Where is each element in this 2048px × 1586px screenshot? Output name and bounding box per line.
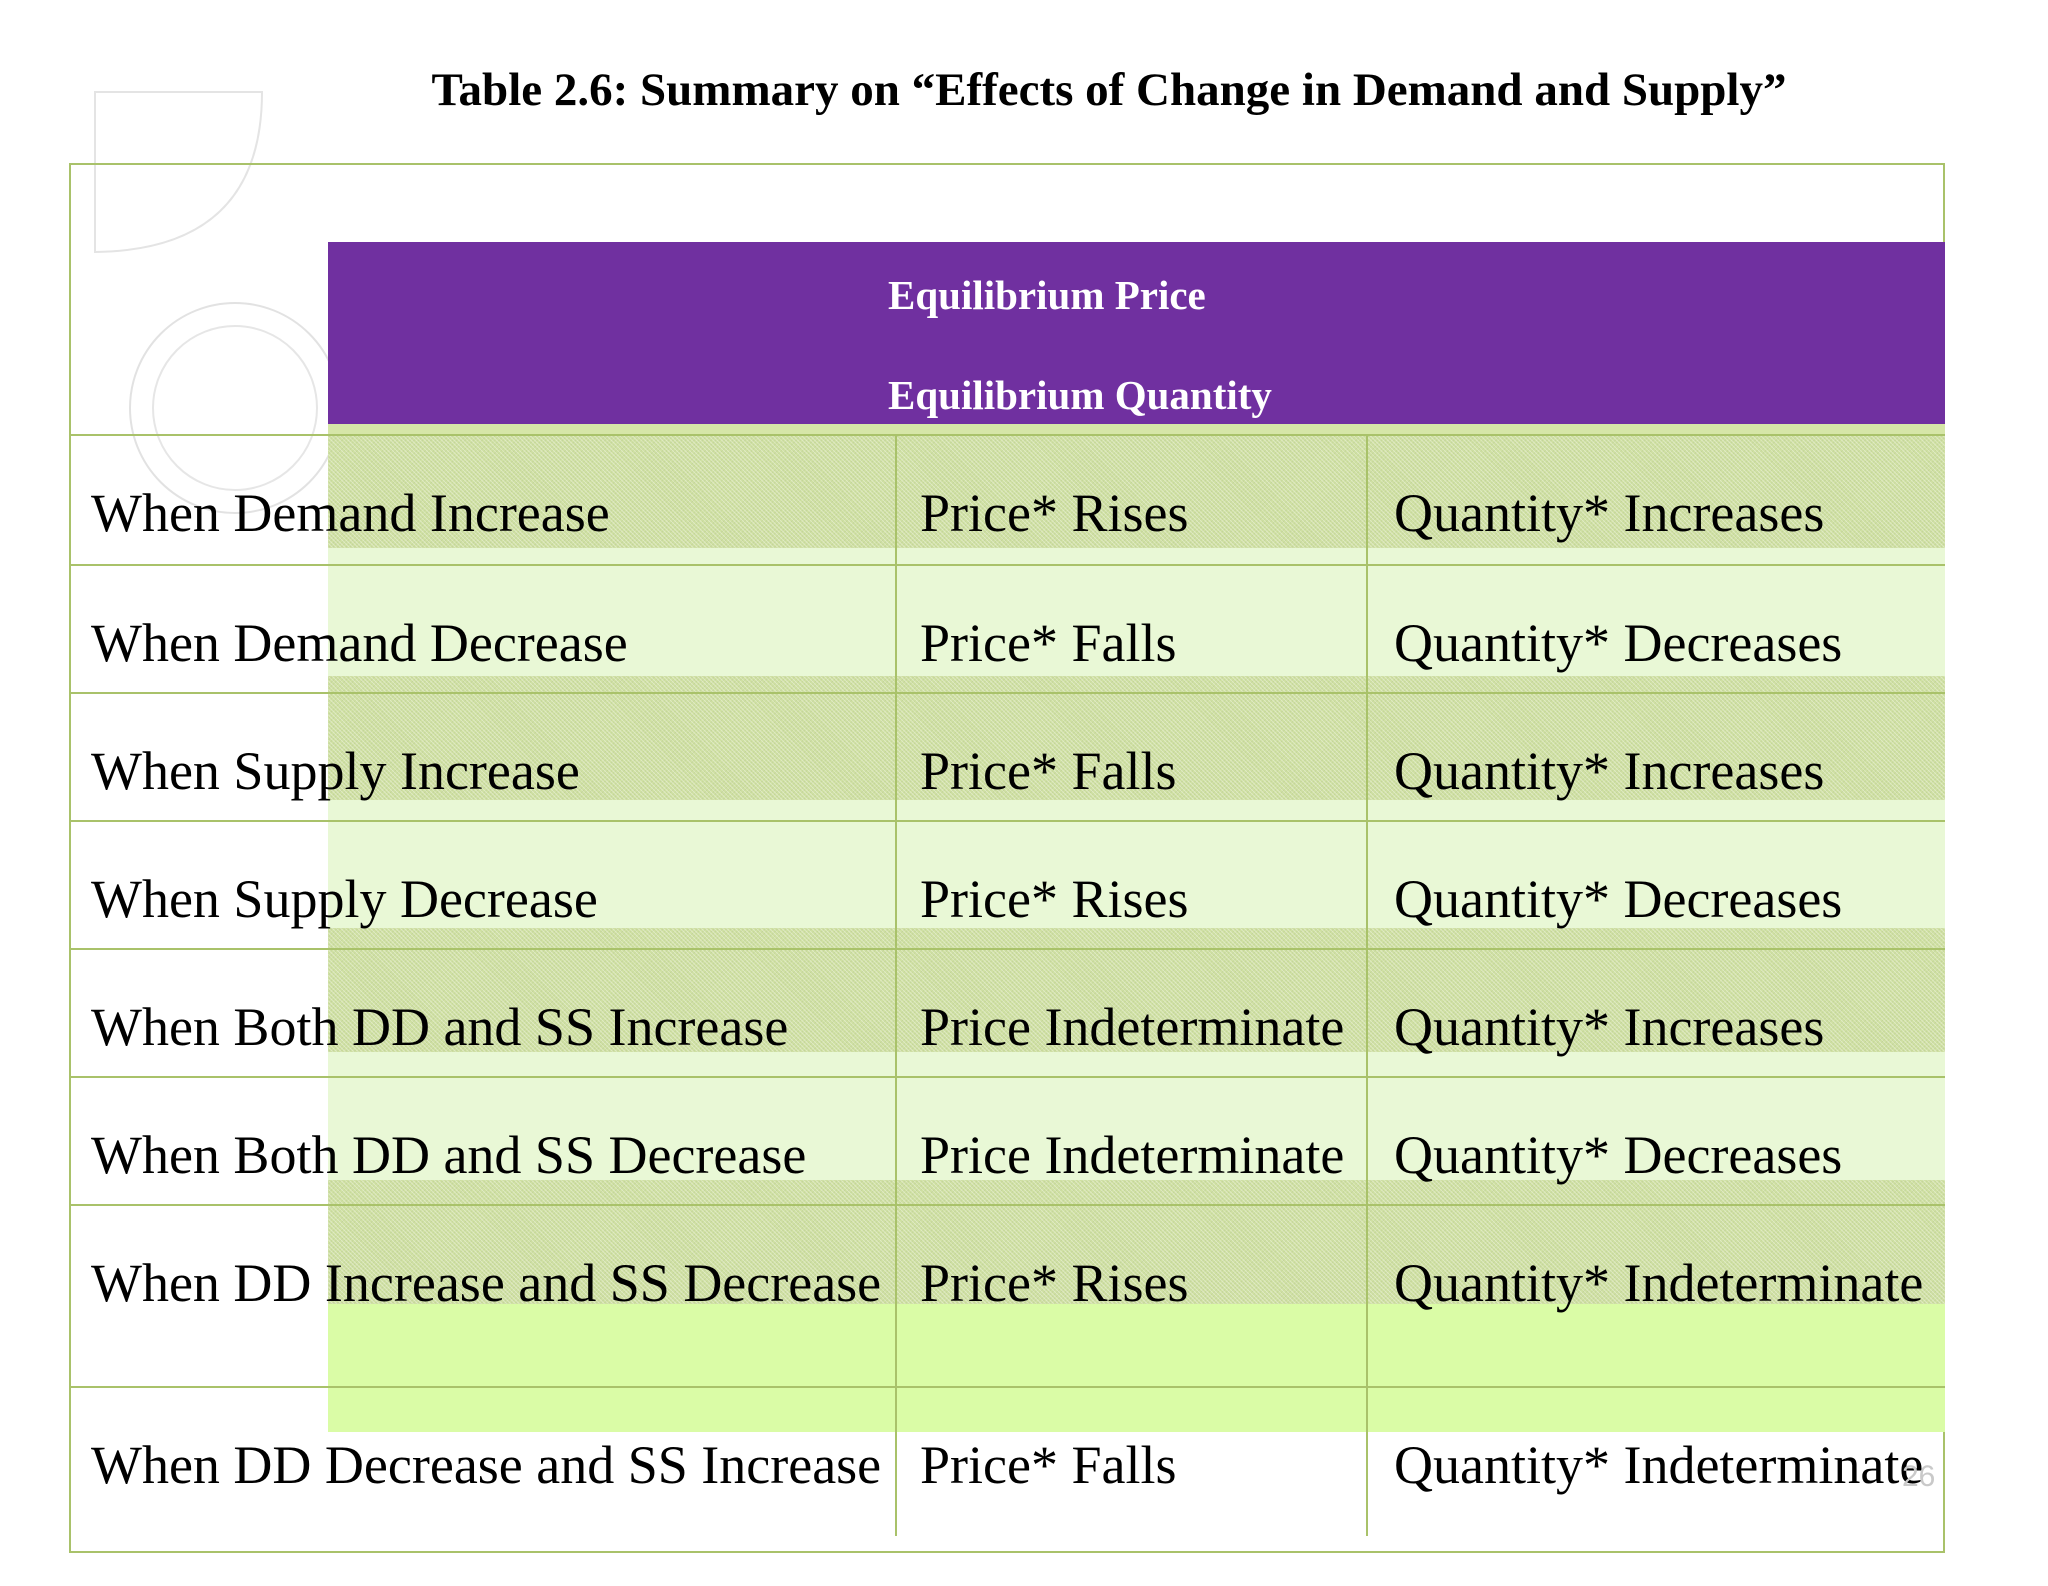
cell-condition: When Supply Decrease	[91, 869, 598, 929]
cell-price: Price* Rises	[920, 483, 1189, 543]
header-underline	[328, 424, 1945, 434]
cell-quantity: Quantity* Increases	[1394, 741, 1825, 801]
cell-price: Price* Falls	[920, 1435, 1177, 1495]
table-row: When Demand Increase Price* Rises Quanti…	[69, 434, 1945, 564]
cell-quantity: Quantity* Indeterminate	[1394, 1435, 1924, 1495]
cell-quantity: Quantity* Decreases	[1394, 1125, 1843, 1185]
band-2	[328, 548, 1945, 676]
table-row: When Supply Decrease Price* Rises Quanti…	[69, 820, 1945, 948]
table-row: When Both DD and SS Decrease Price Indet…	[69, 1076, 1945, 1204]
cell-quantity: Quantity* Decreases	[1394, 613, 1843, 673]
column-divider-2	[1366, 434, 1368, 1536]
cell-condition: When Demand Increase	[91, 483, 610, 543]
cell-quantity: Quantity* Increases	[1394, 483, 1825, 543]
page-title: Table 2.6: Summary on “Effects of Change…	[431, 64, 1787, 116]
header-equilibrium-quantity: Equilibrium Quantity	[888, 372, 1272, 418]
cell-condition: When DD Increase and SS Decrease	[91, 1253, 882, 1313]
cell-price: Price* Falls	[920, 741, 1177, 801]
band-3	[328, 676, 1945, 800]
cell-price: Price* Falls	[920, 613, 1177, 673]
cell-price: Price Indeterminate	[920, 1125, 1345, 1185]
cell-price: Price Indeterminate	[920, 997, 1345, 1057]
table-row: When Demand Decrease Price* Falls Quanti…	[69, 564, 1945, 692]
band-6	[328, 1052, 1945, 1180]
cell-quantity: Quantity* Indeterminate	[1394, 1253, 1924, 1313]
cell-condition: When DD Decrease and SS Increase	[91, 1435, 882, 1495]
table-row: When Both DD and SS Increase Price Indet…	[69, 948, 1945, 1076]
table-row: When DD Decrease and SS Increase Price* …	[69, 1386, 1945, 1586]
band-1	[328, 434, 1945, 548]
table-row: When DD Increase and SS Decrease Price* …	[69, 1204, 1945, 1386]
cell-condition: When Supply Increase	[91, 741, 580, 801]
cell-price: Price* Rises	[920, 1253, 1189, 1313]
table-row: When Supply Increase Price* Falls Quanti…	[69, 692, 1945, 820]
cell-condition: When Both DD and SS Decrease	[91, 1125, 807, 1185]
header-equilibrium-price: Equilibrium Price	[888, 272, 1206, 318]
band-8	[328, 1304, 1945, 1432]
cell-quantity: Quantity* Decreases	[1394, 869, 1843, 929]
table-header: Equilibrium Price Equilibrium Quantity	[328, 242, 1945, 424]
cell-condition: When Demand Decrease	[91, 613, 628, 673]
column-divider-1	[895, 434, 897, 1536]
cell-quantity: Quantity* Increases	[1394, 997, 1825, 1057]
page-number: 26	[1902, 1460, 1936, 1493]
band-7	[328, 1180, 1945, 1304]
cell-price: Price* Rises	[920, 869, 1189, 929]
cell-condition: When Both DD and SS Increase	[91, 997, 789, 1057]
